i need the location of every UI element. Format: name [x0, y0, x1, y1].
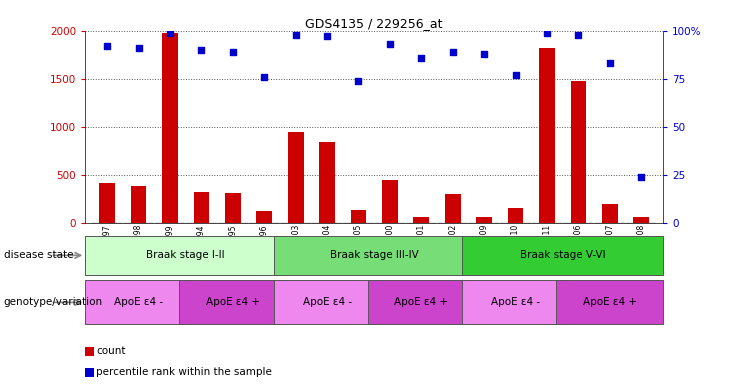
Point	[604, 60, 616, 66]
Bar	[413, 217, 429, 223]
Bar	[288, 131, 304, 223]
Point	[635, 174, 647, 180]
Text: disease state: disease state	[4, 250, 73, 260]
Text: ApoE ε4 +: ApoE ε4 +	[582, 297, 637, 308]
Bar	[462, 236, 663, 275]
Point	[510, 72, 522, 78]
Bar	[634, 217, 649, 223]
Bar	[225, 193, 241, 223]
Point	[164, 30, 176, 36]
Bar	[193, 192, 209, 223]
Point	[384, 41, 396, 47]
Point	[290, 31, 302, 38]
Point	[259, 74, 270, 80]
Bar	[256, 211, 272, 223]
Bar	[179, 280, 286, 324]
Title: GDS4135 / 229256_at: GDS4135 / 229256_at	[305, 17, 443, 30]
Bar	[130, 186, 147, 223]
Text: ApoE ε4 -: ApoE ε4 -	[491, 297, 540, 308]
Point	[102, 43, 113, 49]
Text: genotype/variation: genotype/variation	[4, 297, 103, 308]
Text: ApoE ε4 -: ApoE ε4 -	[114, 297, 163, 308]
Bar	[602, 204, 618, 223]
Bar	[85, 280, 192, 324]
Text: Braak stage V-VI: Braak stage V-VI	[520, 250, 605, 260]
Bar	[476, 217, 492, 223]
Point	[353, 78, 365, 84]
Bar	[462, 280, 569, 324]
Text: ApoE ε4 -: ApoE ε4 -	[302, 297, 352, 308]
Bar	[382, 180, 398, 223]
Bar	[539, 48, 555, 223]
Bar	[350, 210, 366, 223]
Point	[573, 31, 585, 38]
Text: Braak stage III-IV: Braak stage III-IV	[330, 250, 419, 260]
Bar	[508, 208, 523, 223]
Bar	[273, 280, 380, 324]
Bar	[85, 236, 286, 275]
Point	[227, 49, 239, 55]
Bar	[445, 194, 461, 223]
Point	[447, 49, 459, 55]
Bar	[273, 236, 475, 275]
Text: ApoE ε4 +: ApoE ε4 +	[206, 297, 260, 308]
Text: count: count	[96, 346, 126, 356]
Text: ApoE ε4 +: ApoE ε4 +	[394, 297, 448, 308]
Bar	[368, 280, 475, 324]
Point	[196, 47, 207, 53]
Text: percentile rank within the sample: percentile rank within the sample	[96, 367, 272, 377]
Bar	[571, 81, 586, 223]
Point	[416, 55, 428, 61]
Bar	[556, 280, 663, 324]
Point	[133, 45, 144, 51]
Point	[478, 51, 490, 57]
Bar	[319, 142, 335, 223]
Text: Braak stage I-II: Braak stage I-II	[147, 250, 225, 260]
Point	[541, 30, 553, 36]
Point	[321, 33, 333, 40]
Bar	[162, 33, 178, 223]
Bar	[99, 184, 115, 223]
